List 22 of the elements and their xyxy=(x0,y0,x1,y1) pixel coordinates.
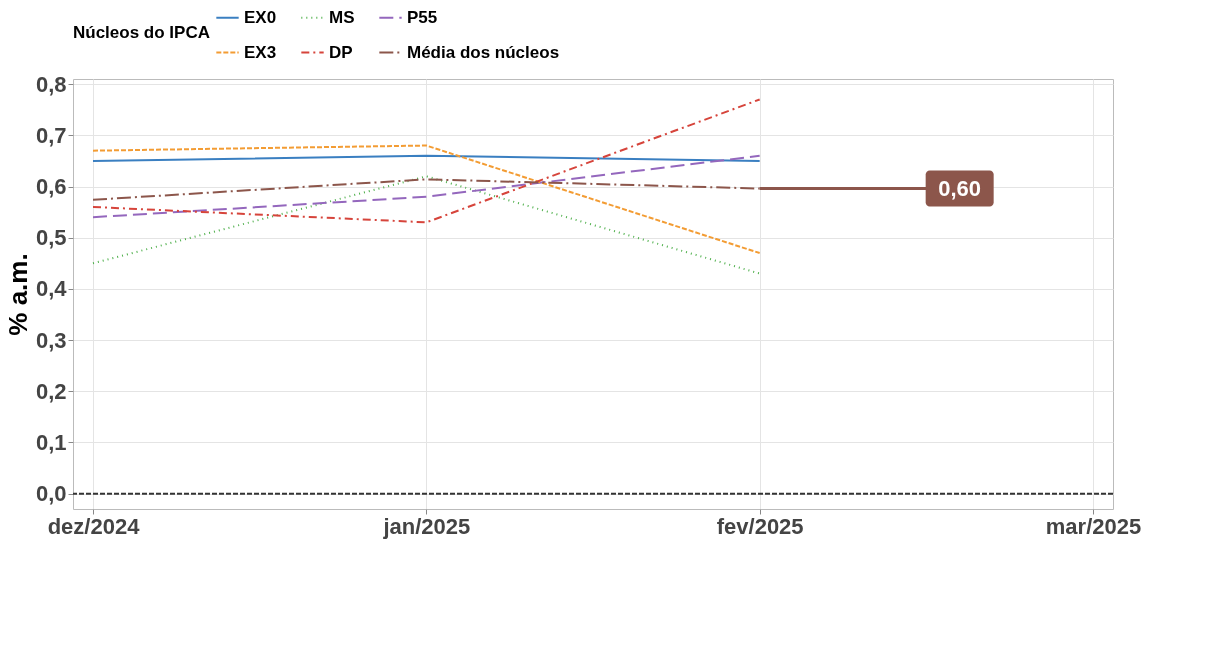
y-tick-label: 0,2 xyxy=(35,378,67,404)
x-tick-label: mar/2025 xyxy=(1045,513,1142,539)
legend-label: MS xyxy=(329,7,355,27)
legend-label: EX3 xyxy=(244,42,277,62)
y-tick-label: 0,8 xyxy=(35,71,67,97)
y-tick-label: 0,1 xyxy=(35,429,67,455)
annotation: 0,60 xyxy=(938,175,982,201)
legend-label: DP xyxy=(329,42,353,62)
y-tick-label: 0,5 xyxy=(35,225,67,251)
x-tick-label: dez/2024 xyxy=(47,513,141,539)
y-tick-label: 0,3 xyxy=(35,327,67,353)
x-tick-label: fev/2025 xyxy=(716,513,804,539)
y-tick-label: 0,7 xyxy=(35,122,67,148)
y-tick-label: 0,6 xyxy=(35,174,67,199)
legend-label: Média dos núcleos xyxy=(407,42,560,62)
legend-label: EX0 xyxy=(244,7,277,27)
y-axis-title: % a.m. xyxy=(2,253,33,336)
y-tick-label: 0,4 xyxy=(35,276,68,302)
legend-label: P55 xyxy=(407,7,438,27)
legend-title: Núcleos do IPCA xyxy=(73,23,210,42)
x-tick-label: jan/2025 xyxy=(382,513,471,539)
y-tick-label: 0,0 xyxy=(35,481,67,507)
